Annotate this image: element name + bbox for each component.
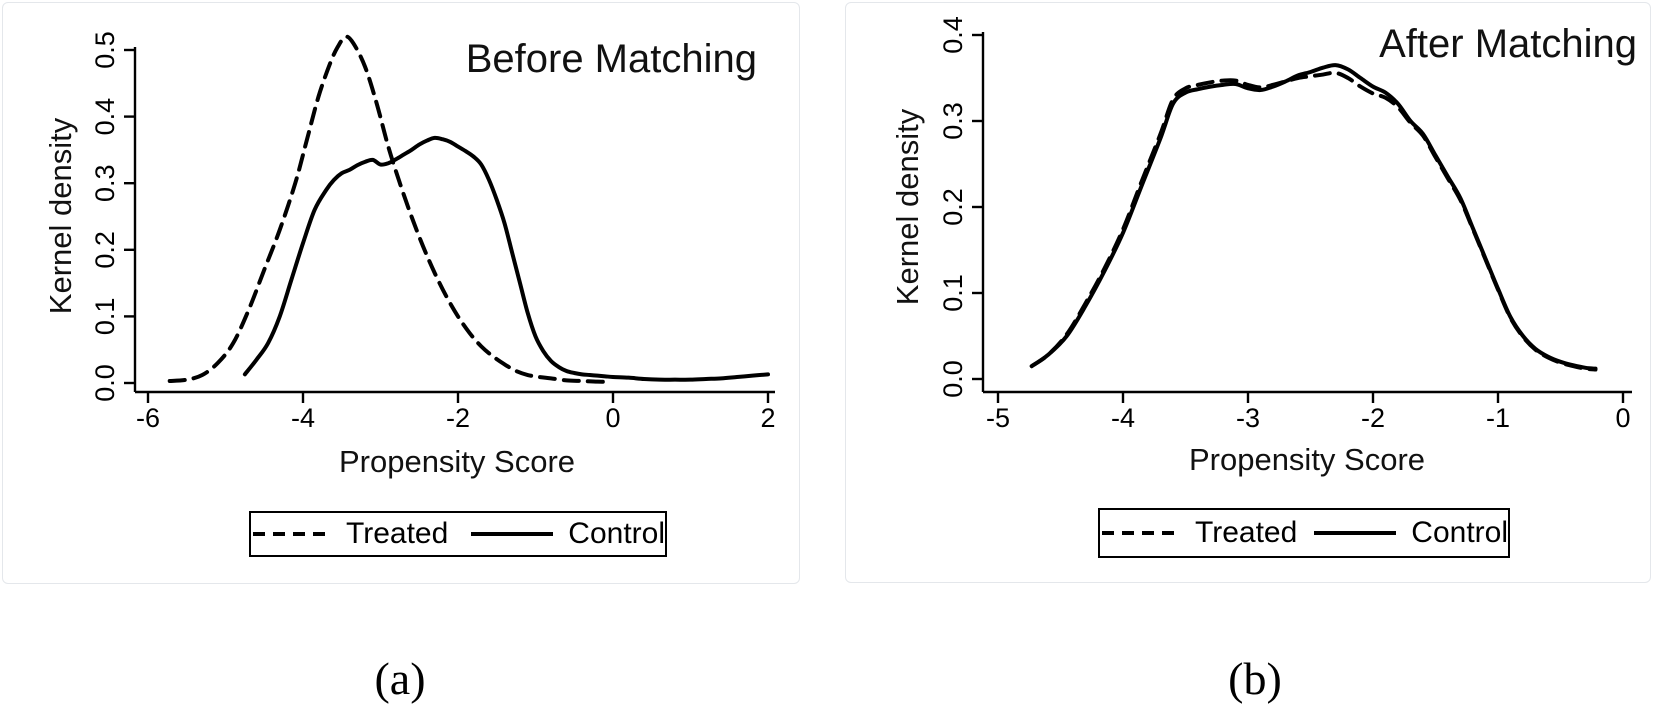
treated-line-sample-icon xyxy=(1102,531,1180,535)
legend-label-treated: Treated xyxy=(346,517,449,550)
y-tick-label: 0.1 xyxy=(938,274,968,312)
y-tick-label: 0.3 xyxy=(90,164,120,202)
treated-curve xyxy=(167,34,612,384)
control-curve xyxy=(242,135,770,382)
x-tick-label: 0 xyxy=(1615,403,1630,433)
panel-before-matching: 0.0 0.1 0.2 0.3 0.4 0.5 -6 -4 -2 0 2 Before Matchi… xyxy=(2,2,800,584)
y-axis-label-before: Kernel density xyxy=(43,117,78,315)
y-tick-label: 0.4 xyxy=(938,16,968,54)
y-tick-label: 0.1 xyxy=(90,298,120,336)
density-plot-before: 0.0 0.1 0.2 0.3 0.4 0.5 -6 -4 -2 0 2 xyxy=(90,31,776,433)
x-tick-label: 0 xyxy=(605,403,620,433)
y-tick-label: 0.2 xyxy=(938,188,968,226)
y-tick-label: 0.0 xyxy=(938,360,968,398)
control-line-sample-icon xyxy=(471,532,554,536)
legend-label-control: Control xyxy=(1411,516,1508,549)
x-tick-label: -4 xyxy=(291,403,315,433)
y-tick-label: 0.5 xyxy=(90,31,120,69)
legend-after: Treated Control xyxy=(1098,508,1510,558)
panel-after-matching: 0.0 0.1 0.2 0.3 0.4 -5 -4 -3 -2 -1 0 After Matchin… xyxy=(845,2,1651,583)
control-line-sample-icon xyxy=(1314,531,1397,535)
chart-title-before: Before Matching xyxy=(465,37,757,81)
caption-b: (b) xyxy=(1228,653,1282,704)
x-tick-label: -1 xyxy=(1486,403,1510,433)
treated-curve xyxy=(1029,70,1598,372)
y-tick-label: 0.3 xyxy=(938,102,968,140)
x-tick-label: -5 xyxy=(986,403,1010,433)
density-plot-after: 0.0 0.1 0.2 0.3 0.4 -5 -4 -3 -2 -1 0 xyxy=(938,16,1632,433)
treated-line-sample-icon xyxy=(253,532,331,536)
caption-a: (a) xyxy=(374,653,426,704)
y-axis-label-after: Kernel density xyxy=(890,108,925,306)
y-tick-label: 0.2 xyxy=(90,231,120,269)
x-tick-label: -2 xyxy=(1361,403,1385,433)
x-tick-label: -6 xyxy=(136,403,160,433)
legend-label-treated: Treated xyxy=(1195,516,1298,549)
x-tick-label: -2 xyxy=(446,403,470,433)
legend-before: Treated Control xyxy=(249,511,667,557)
x-axis-label-before: Propensity Score xyxy=(338,444,576,479)
x-tick-label: -3 xyxy=(1236,403,1260,433)
x-axis-label-after: Propensity Score xyxy=(1188,442,1426,477)
x-tick-label: -4 xyxy=(1111,403,1135,433)
control-curve xyxy=(1029,63,1598,371)
y-tick-label: 0.0 xyxy=(90,364,120,402)
y-tick-label: 0.4 xyxy=(90,98,120,136)
x-tick-label: 2 xyxy=(760,403,775,433)
legend-label-control: Control xyxy=(568,517,665,550)
chart-title-after: After Matching xyxy=(1379,22,1637,66)
